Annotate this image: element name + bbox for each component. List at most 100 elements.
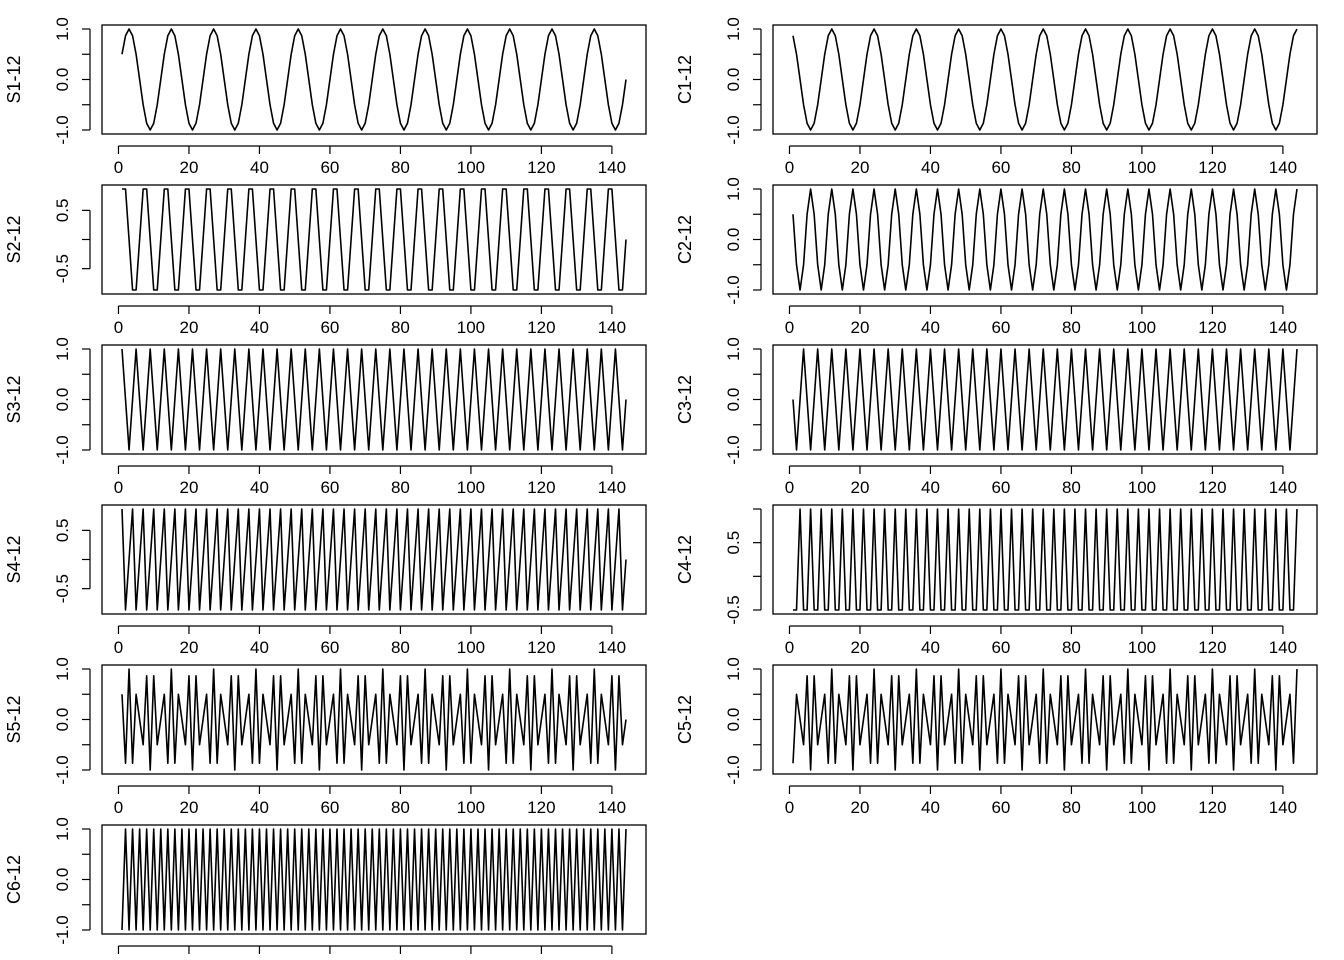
panel-s3: S3-12 -1.0 0.0 1.0 0 20 40 60 80 100 120 140 bbox=[4, 337, 647, 497]
x-tick-label: 40 bbox=[921, 638, 940, 657]
y-tick-label: 1.0 bbox=[724, 177, 743, 201]
x-tick-label: 20 bbox=[180, 478, 199, 497]
y-tick-label: 0.0 bbox=[724, 228, 743, 252]
x-tick-label: 80 bbox=[391, 158, 410, 177]
x-tick-label: 120 bbox=[1198, 318, 1226, 337]
x-tick-label: 140 bbox=[598, 798, 626, 817]
series-line-s4 bbox=[121, 508, 627, 611]
x-tick-label: 120 bbox=[1198, 158, 1226, 177]
x-tick-label: 20 bbox=[180, 158, 199, 177]
plot-frame bbox=[772, 184, 1318, 295]
x-tick-label: 0 bbox=[785, 478, 794, 497]
x-tick-label: 100 bbox=[1128, 798, 1156, 817]
y-tick-label: 1.0 bbox=[53, 17, 72, 41]
panel-c1: C1-12 -1.0 0.0 1.0 0 20 40 60 80 100 120 140 bbox=[675, 17, 1318, 177]
x-tick-label: 140 bbox=[1269, 798, 1297, 817]
series-line-c2 bbox=[792, 188, 1298, 291]
y-tick-label: 0.0 bbox=[53, 68, 72, 92]
x-tick-label: 40 bbox=[921, 798, 940, 817]
x-tick-label: 20 bbox=[851, 798, 870, 817]
x-tick-label: 140 bbox=[1269, 478, 1297, 497]
plot-frame bbox=[772, 664, 1318, 775]
y-axis-label: C1-12 bbox=[675, 55, 695, 104]
x-tick-label: 0 bbox=[114, 158, 123, 177]
x-tick-label: 140 bbox=[598, 158, 626, 177]
x-tick-label: 100 bbox=[1128, 638, 1156, 657]
x-tick-label: 120 bbox=[527, 478, 555, 497]
x-tick-label: 100 bbox=[457, 798, 485, 817]
y-tick-label: -1.0 bbox=[53, 915, 72, 944]
x-tick-label: 60 bbox=[991, 158, 1010, 177]
x-tick-label: 20 bbox=[851, 318, 870, 337]
y-tick-label: 0.5 bbox=[724, 531, 743, 555]
y-tick-label: 0.0 bbox=[724, 708, 743, 732]
x-tick-label: 100 bbox=[457, 158, 485, 177]
y-axis-label: C4-12 bbox=[675, 535, 695, 584]
panel-c5: C5-12 -1.0 0.0 1.0 0 20 40 60 80 100 120 140 bbox=[675, 657, 1318, 817]
x-tick-label: 120 bbox=[1198, 478, 1226, 497]
x-tick-label: 140 bbox=[1269, 158, 1297, 177]
plot-frame bbox=[101, 824, 647, 935]
x-tick-label: 20 bbox=[851, 478, 870, 497]
y-axis-label: C3-12 bbox=[675, 375, 695, 424]
x-tick-label: 120 bbox=[1198, 798, 1226, 817]
x-tick-label: 40 bbox=[921, 478, 940, 497]
y-tick-label: -1.0 bbox=[724, 755, 743, 784]
panel-c4: C4-12 -0.5 0.5 0 20 40 60 80 100 120 140 bbox=[675, 504, 1318, 657]
x-tick-label: 140 bbox=[598, 318, 626, 337]
y-tick-label: 1.0 bbox=[724, 657, 743, 681]
y-tick-label: -0.5 bbox=[53, 254, 72, 283]
x-tick-label: 20 bbox=[180, 798, 199, 817]
x-tick-label: 100 bbox=[1128, 318, 1156, 337]
x-tick-label: 0 bbox=[785, 798, 794, 817]
plot-frame bbox=[101, 504, 647, 615]
y-tick-label: -1.0 bbox=[724, 115, 743, 144]
x-tick-label: 60 bbox=[320, 478, 339, 497]
x-tick-label: 80 bbox=[391, 478, 410, 497]
y-tick-label: -0.5 bbox=[724, 595, 743, 624]
x-tick-label: 120 bbox=[527, 158, 555, 177]
x-tick-label: 100 bbox=[1128, 158, 1156, 177]
series-line-c1 bbox=[792, 28, 1298, 131]
x-tick-label: 0 bbox=[114, 798, 123, 817]
panel-s2: S2-12 -0.5 0.5 0 20 40 60 80 100 120 140 bbox=[4, 184, 647, 337]
x-tick-label: 60 bbox=[991, 638, 1010, 657]
x-tick-label: 100 bbox=[457, 318, 485, 337]
plot-frame bbox=[101, 184, 647, 295]
x-tick-label: 140 bbox=[1269, 318, 1297, 337]
y-axis-label: S5-12 bbox=[4, 695, 24, 743]
series-line-c4 bbox=[793, 508, 1298, 611]
series-line-s5 bbox=[121, 668, 627, 771]
x-tick-label: 140 bbox=[598, 638, 626, 657]
y-axis-label: C5-12 bbox=[675, 695, 695, 744]
y-tick-label: 0.0 bbox=[53, 868, 72, 892]
x-tick-label: 40 bbox=[250, 638, 269, 657]
x-tick-label: 20 bbox=[851, 158, 870, 177]
y-axis-label: S4-12 bbox=[4, 535, 24, 583]
y-tick-label: 1.0 bbox=[53, 657, 72, 681]
y-tick-label: 0.0 bbox=[53, 708, 72, 732]
x-tick-label: 20 bbox=[180, 318, 199, 337]
series-line-s2 bbox=[122, 188, 627, 291]
x-tick-label: 40 bbox=[250, 158, 269, 177]
x-tick-label: 80 bbox=[391, 318, 410, 337]
plot-frame bbox=[772, 504, 1318, 615]
y-axis-label: S2-12 bbox=[4, 215, 24, 263]
panel-s1: S1-12 -1.0 0.0 1.0 0 20 40 60 80 100 120 140 bbox=[4, 17, 647, 177]
series-line-c6 bbox=[121, 828, 627, 931]
plot-frame bbox=[772, 344, 1318, 455]
x-tick-label: 60 bbox=[991, 478, 1010, 497]
y-tick-label: 0.0 bbox=[724, 68, 743, 92]
panel-c3: C3-12 -1.0 0.0 1.0 0 20 40 60 80 100 120 140 bbox=[675, 337, 1318, 497]
y-tick-label: 0.0 bbox=[53, 388, 72, 412]
y-tick-label: 0.5 bbox=[53, 199, 72, 223]
x-tick-label: 100 bbox=[457, 478, 485, 497]
y-axis-label: S3-12 bbox=[4, 375, 24, 423]
x-tick-label: 40 bbox=[250, 478, 269, 497]
x-tick-label: 80 bbox=[1062, 638, 1081, 657]
panel-s4: S4-12 -0.5 0.5 0 20 40 60 80 100 120 140 bbox=[4, 504, 647, 657]
series-line-s3 bbox=[121, 348, 627, 451]
x-tick-label: 140 bbox=[1269, 638, 1297, 657]
x-tick-label: 60 bbox=[320, 318, 339, 337]
y-tick-label: 0.0 bbox=[724, 388, 743, 412]
